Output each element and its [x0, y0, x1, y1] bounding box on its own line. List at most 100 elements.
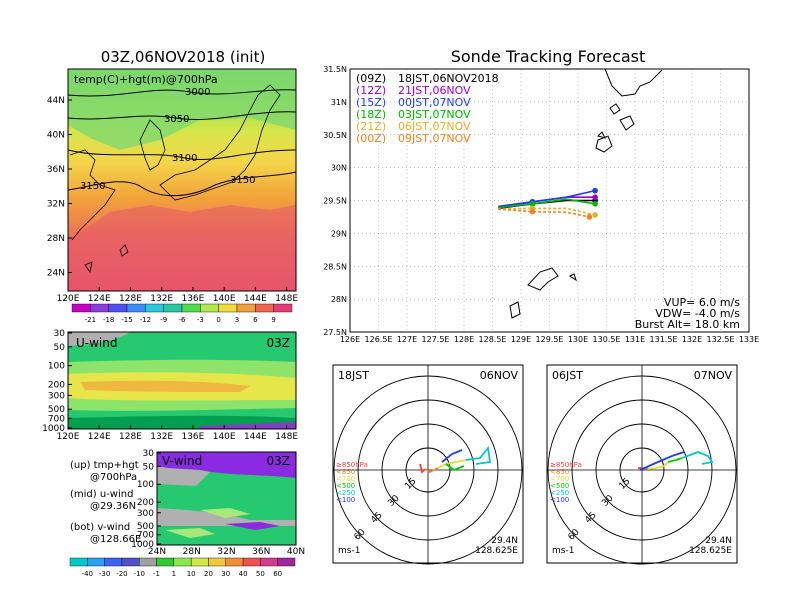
- map-lon-label: 132E: [150, 294, 173, 304]
- hodo-legend-item: <100: [336, 496, 355, 504]
- param-burst: Burst Alt= 18.0 km: [635, 318, 740, 331]
- hodo-right-label: 06NOV: [480, 369, 519, 382]
- track-lat-label: 31.5N: [323, 65, 347, 74]
- p-tick-label: 30: [54, 329, 66, 339]
- track-point: [592, 200, 598, 207]
- uwind-time: 03Z: [267, 336, 291, 350]
- temp-colorbar-cell: [108, 303, 128, 313]
- wind-colorbar: -40 -30 -20 -10 -1 1 10 20 30 40 50 60: [69, 557, 296, 578]
- wind-colorbar-cell: [242, 557, 261, 567]
- map-lon-label: 136E: [181, 294, 204, 304]
- left-legend-line: @128.66E: [90, 534, 141, 545]
- hodo-left-label: 18JST: [338, 369, 369, 382]
- track-lat-label: 29.5N: [323, 197, 347, 206]
- p-tick-label: 200: [137, 498, 154, 508]
- map-lon-label: 120E: [57, 294, 80, 304]
- track-point: [592, 212, 598, 218]
- temp-colorbar-label: -9: [160, 316, 167, 324]
- left-title: 03Z,06NOV2018 (init): [101, 48, 266, 66]
- track-lat-label: 27.5N: [323, 328, 347, 337]
- contour-3150: [67, 171, 297, 197]
- track-legend-code: (15Z): [356, 96, 386, 109]
- contour-3000: [67, 89, 297, 97]
- left-legend-line: @700hPa: [90, 472, 137, 483]
- map-lat-label: 40N: [47, 131, 65, 141]
- track-frame: [349, 68, 750, 333]
- left-legend-line: (bot) v-wind: [70, 522, 130, 533]
- wind-colorbar-label: 60: [273, 570, 282, 578]
- temp-colorbar-cell: [255, 303, 274, 313]
- hodo-trace: [445, 463, 465, 472]
- hodo-legend-item: <700: [336, 475, 355, 483]
- hodo-ring: [357, 399, 499, 541]
- hodo-lon: 128.625E: [475, 546, 518, 556]
- island-1: [609, 103, 621, 115]
- track-legend-code: (18Z): [356, 108, 386, 121]
- hodo-trace: [465, 445, 492, 465]
- temp-colorbar: -21 -18 -15 -12 -9 -6 -3 0 3 6 9: [71, 303, 293, 324]
- vwind-lat-label: 40N: [287, 547, 305, 557]
- p-tick-label: 1000: [42, 424, 65, 434]
- track-lat-label: 31N: [331, 98, 347, 107]
- hodo-trace: [419, 463, 426, 474]
- wind-colorbar-label: -10: [134, 570, 145, 578]
- temp-colorbar-cell: [90, 303, 109, 313]
- wind-colorbar-label: -20: [116, 570, 127, 578]
- track-lon-label: 128.5E: [479, 335, 507, 344]
- temp-colorbar-label: -3: [197, 316, 204, 324]
- uwind-lon-label: 148E: [275, 432, 298, 442]
- track-legend-label: 06JST,07NOV: [398, 120, 471, 133]
- hodo-trace: [639, 451, 685, 471]
- hodo-ring: [381, 423, 475, 517]
- hodo-trace: [437, 459, 467, 469]
- track-lon-label: 128E: [454, 335, 474, 344]
- hodo-unit: ms-1: [552, 546, 574, 556]
- wind-colorbar-label: 40: [239, 570, 248, 578]
- track-legend-label: 18JST,06NOV2018: [398, 72, 499, 85]
- track-lon-label: 132.5E: [707, 335, 735, 344]
- hodo-ring: [619, 447, 665, 493]
- vwind-lat-ticks: 24N 28N 32N 36N 40N: [148, 547, 305, 557]
- map-lon-label: 148E: [275, 294, 298, 304]
- map-lat-label: 24N: [47, 269, 65, 279]
- temp-colorbar-label: -21: [85, 316, 96, 324]
- track-legend-code: (00Z): [356, 132, 386, 145]
- hodo-ring: [405, 447, 451, 493]
- uwind-lon-label: 144E: [244, 432, 267, 442]
- track-panel: 31.5N 31N 30.5N 30N 29.5N 29N 28.5N 28N 27.5N 12…: [323, 65, 759, 344]
- contour-label-3150-west: 3150: [80, 181, 105, 192]
- track-point: [592, 187, 598, 194]
- wind-colorbar-label: -40: [82, 570, 93, 578]
- hodo-trace: [424, 467, 439, 474]
- left-legend-line: (mid) u-wind: [70, 489, 133, 500]
- hodo-trace: [667, 457, 683, 463]
- left-legend-line: @29.36N: [90, 501, 136, 512]
- track-lon-ticks: 126E 126.5E 127E 127.5E 128E 128.5E 129E 129.5E…: [340, 335, 759, 344]
- island-4: [597, 131, 606, 139]
- hodo-legend-item: <500: [336, 482, 355, 490]
- track-line: [498, 198, 596, 209]
- hodo-legend-item: <850: [336, 468, 355, 476]
- uwind-lon-label: 132E: [150, 432, 173, 442]
- track-lon-label: 129E: [511, 335, 531, 344]
- wind-colorbar-cell: [156, 557, 175, 567]
- track-legend-label: 03JST,07NOV: [398, 108, 471, 121]
- vwind-purple-top: [157, 452, 296, 478]
- track-line: [498, 208, 590, 218]
- p-tick-label: 30: [143, 449, 155, 459]
- uwind-band-orange: [80, 380, 250, 392]
- left-legend: (up) tmp+hgt@700hPa (mid) u-wind@29.36N (b…: [70, 460, 141, 545]
- wind-colorbar-label: 1: [172, 570, 176, 578]
- vwind-lat-label: 36N: [252, 547, 270, 557]
- p-tick-label: 100: [48, 362, 65, 372]
- track-point: [529, 200, 536, 207]
- uwind-gray-top: [68, 332, 130, 346]
- vwind-gray: [157, 466, 296, 526]
- uwind-lon-label: 120E: [57, 432, 80, 442]
- hodo-lat: 29.4N: [491, 536, 518, 546]
- hodo-left-label: 06JST: [552, 369, 583, 382]
- temp-colorbar-cell: [181, 303, 201, 313]
- contour-label-3150-east: 3150: [230, 175, 255, 186]
